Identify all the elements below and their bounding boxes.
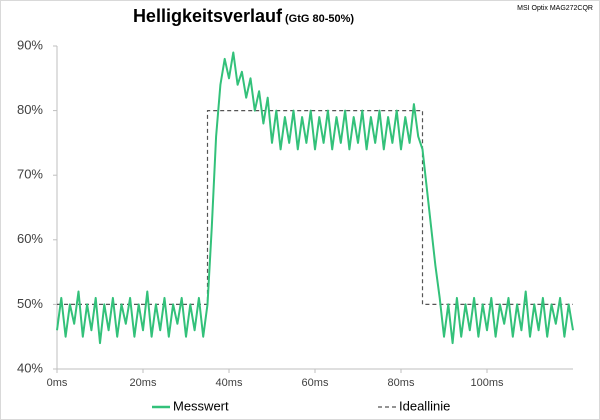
- x-tick-label: 100ms: [470, 377, 504, 389]
- legend-label: Messwert: [173, 398, 229, 413]
- x-tick-label: 0ms: [47, 377, 68, 389]
- y-tick-label: 60%: [17, 231, 43, 246]
- y-tick-label: 90%: [17, 37, 43, 52]
- annotation: MSI Optix MAG272CQR: [517, 5, 593, 12]
- y-tick-label: 70%: [17, 167, 43, 182]
- y-tick-label: 80%: [17, 102, 43, 117]
- chart-subtitle: (GtG 80-50%): [285, 13, 354, 25]
- x-tick-label: 20ms: [130, 377, 157, 389]
- chart-title: Helligkeitsverlauf: [133, 6, 283, 26]
- x-tick-label: 40ms: [216, 377, 243, 389]
- legend-label: Ideallinie: [399, 398, 450, 413]
- x-tick-label: 60ms: [302, 377, 329, 389]
- measured-line: [56, 51, 574, 345]
- x-tick-label: 80ms: [388, 377, 415, 389]
- y-tick-label: 50%: [17, 296, 43, 311]
- y-tick-label: 40%: [17, 360, 43, 375]
